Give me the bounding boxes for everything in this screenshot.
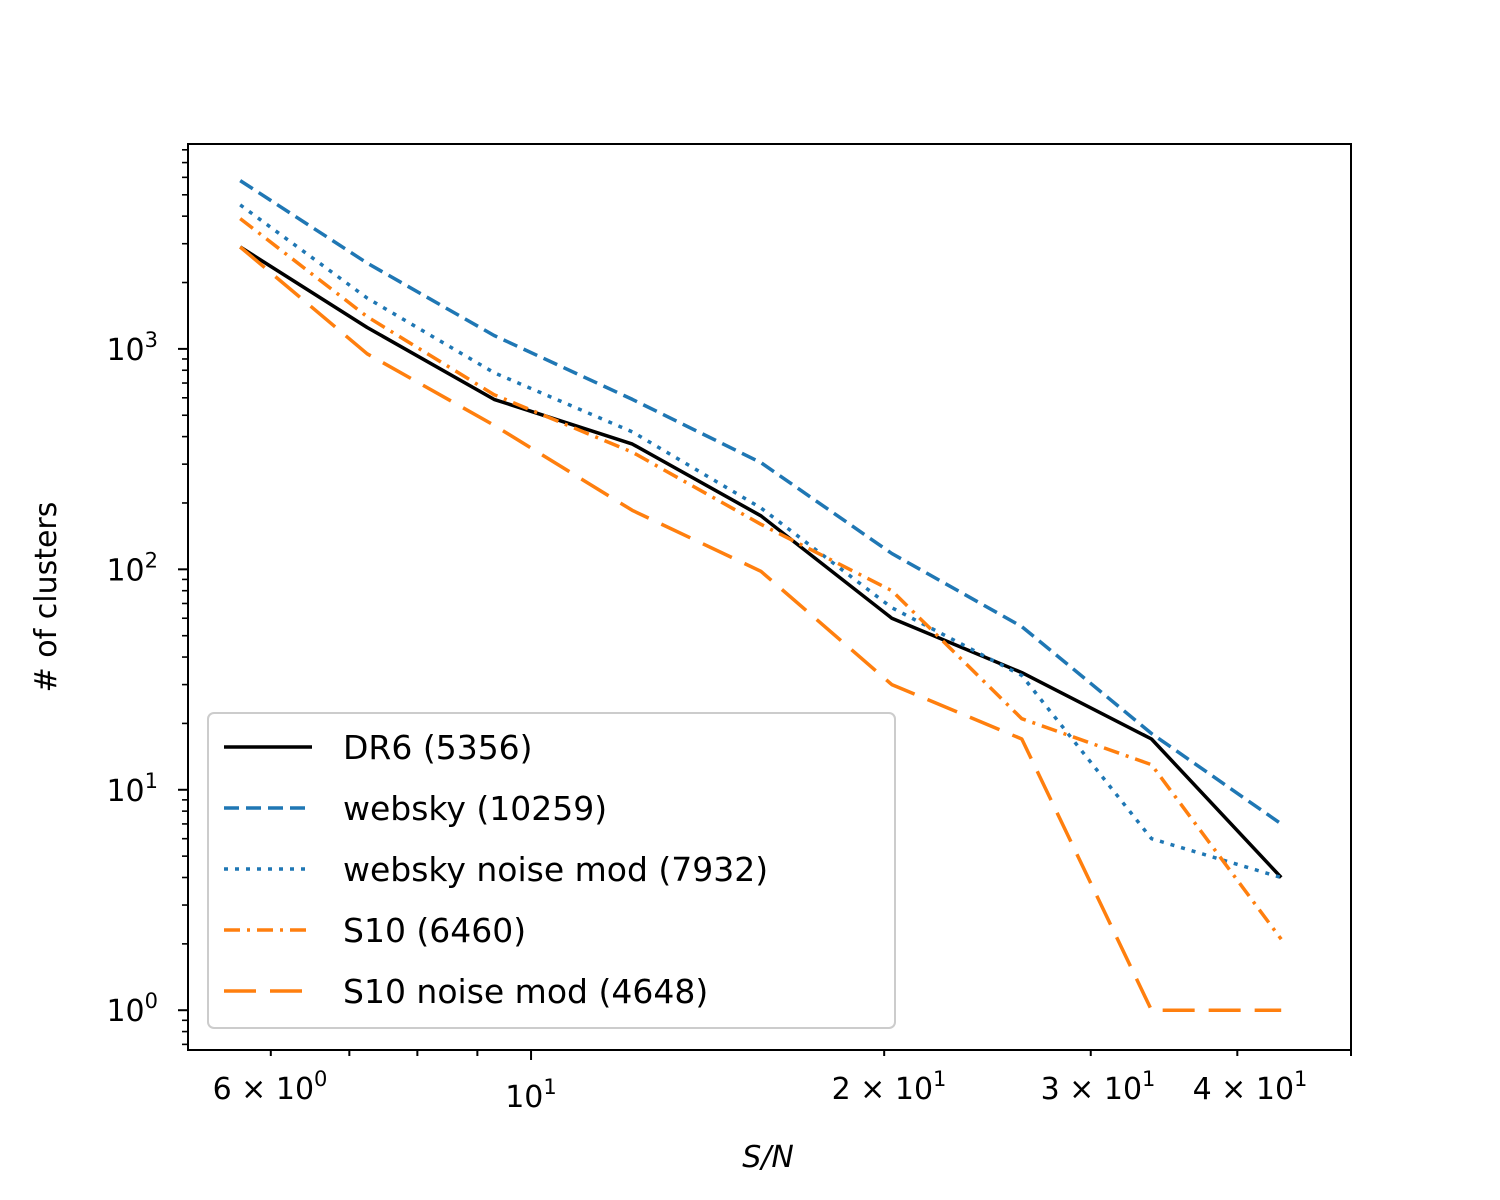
y-tick-label: 101 [106, 769, 158, 809]
legend-box [207, 712, 896, 1029]
x-tick-label: 2 × 101 [832, 1067, 947, 1107]
y-tick-label: 103 [106, 328, 158, 368]
legend: DR6 (5356) websky (10259) websky noise mod… [207, 712, 896, 1029]
legend-label: websky noise mod (7932) [343, 850, 768, 889]
y-axis: 100 101 102 103 [106, 149, 188, 1046]
y-tick-label: 100 [106, 989, 158, 1029]
x-axis-label: S/N [742, 1140, 794, 1175]
x-axis: 6 × 100 101 2 × 101 3 × 101 4 × 101 [213, 1050, 1352, 1115]
x-tick-label: 3 × 101 [1041, 1067, 1156, 1107]
x-tick-label: 101 [505, 1075, 557, 1115]
x-tick-label: 4 × 101 [1193, 1067, 1308, 1107]
legend-label: S10 noise mod (4648) [343, 972, 708, 1011]
axes-frame [187, 143, 1352, 1051]
series-line-1 [239, 245, 1283, 879]
series-line-2 [239, 179, 1283, 826]
legend-label: S10 (6460) [343, 911, 526, 950]
series-line-5 [239, 245, 1282, 1012]
x-tick-label: 6 × 100 [213, 1067, 328, 1107]
y-tick-label: 102 [106, 548, 158, 588]
plot-area [187, 143, 1352, 1051]
legend-label: websky (10259) [343, 789, 607, 828]
y-axis-label: # of clusters [29, 502, 64, 693]
series-line-4 [239, 217, 1283, 941]
legend-label: DR6 (5356) [343, 728, 533, 767]
